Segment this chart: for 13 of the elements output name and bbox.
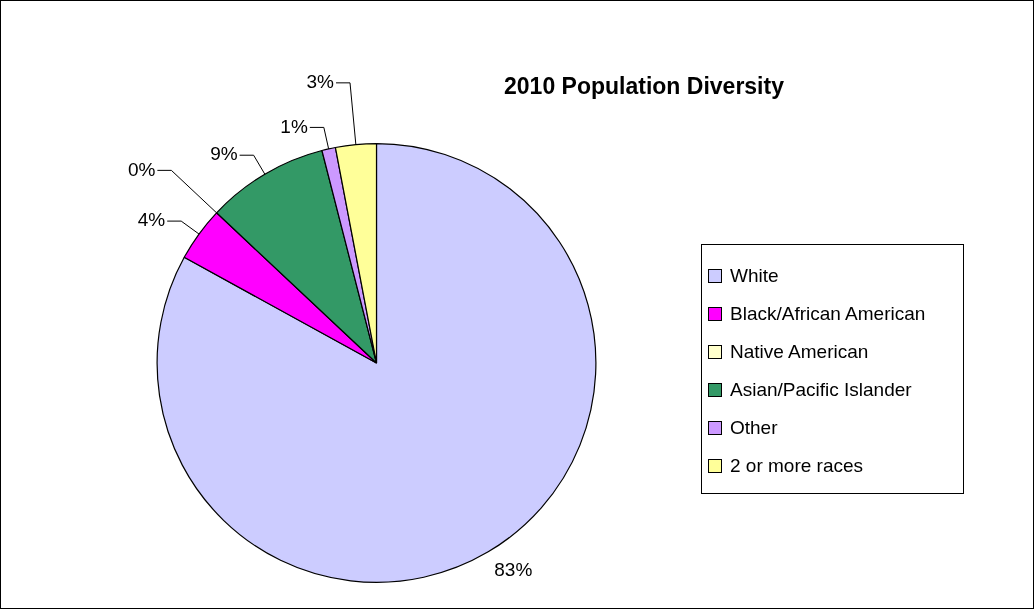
legend-label: Asian/Pacific Islander (730, 379, 912, 401)
legend-label: Native American (730, 341, 869, 363)
data-label: 3% (306, 71, 335, 93)
legend-label: Black/African American (730, 303, 926, 325)
data-label: 1% (280, 115, 308, 137)
data-label: 4% (137, 209, 166, 231)
data-label: 9% (210, 143, 238, 165)
legend-label: White (730, 265, 779, 287)
legend-label: 2 or more races (730, 455, 864, 477)
chart-title: 2010 Population Diversity (504, 73, 785, 100)
legend-label: Other (730, 417, 778, 439)
data-label: 83% (494, 558, 533, 580)
text: 0% (127, 158, 156, 180)
